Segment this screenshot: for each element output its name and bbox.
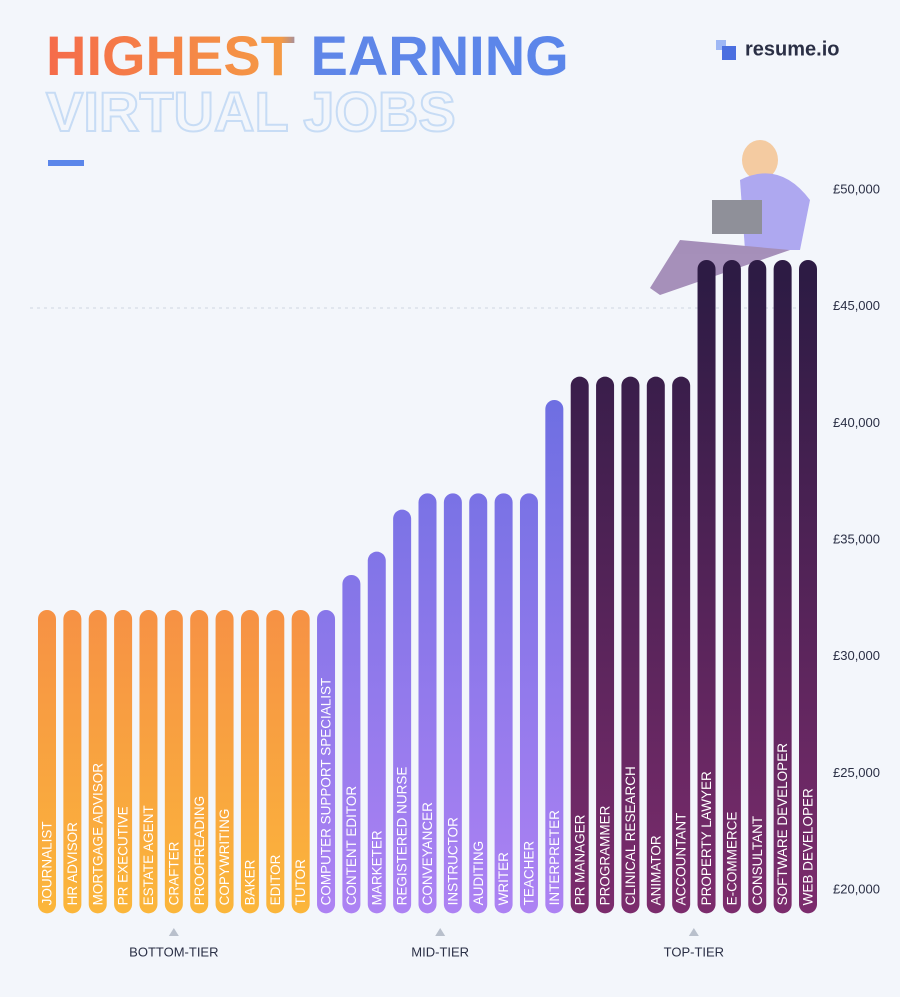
- bar-label: EDITOR: [268, 854, 283, 905]
- bar: [342, 575, 361, 914]
- subtitle: VIRTUAL JOBS: [46, 80, 456, 143]
- bar-label: JOURNALIST: [40, 821, 55, 905]
- bar-label: INSTRUCTOR: [445, 817, 460, 906]
- bar-label: CONSULTANT: [750, 816, 765, 906]
- bar: [240, 610, 259, 914]
- title: HIGHEST EARNING: [46, 24, 569, 87]
- bar-label: WRITER: [496, 852, 511, 905]
- logo-square: [716, 40, 726, 50]
- bar: [672, 376, 691, 914]
- bar: [646, 376, 665, 914]
- tier-marker: [168, 928, 179, 936]
- bar: [748, 260, 767, 914]
- bar: [164, 610, 183, 914]
- bar: [443, 493, 462, 914]
- y-tick-label: £20,000: [833, 881, 880, 896]
- y-tick-label: £50,000: [833, 181, 880, 196]
- y-tick-label: £25,000: [833, 765, 880, 780]
- bar: [469, 493, 488, 914]
- bar: [773, 260, 792, 914]
- y-tick-label: £45,000: [833, 298, 880, 313]
- tier-marker: [435, 928, 446, 936]
- bar-label: E-COMMERCE: [724, 812, 739, 906]
- bar-label: CLINICAL RESEARCH: [623, 766, 638, 905]
- person-legs: [650, 240, 790, 295]
- bar-label: ACCOUNTANT: [674, 813, 689, 906]
- bar: [545, 400, 564, 914]
- bar-label: COPYWRITING: [217, 809, 232, 906]
- bar-label: ESTATE AGENT: [141, 805, 156, 905]
- bar-label: MORTGAGE ADVISOR: [90, 763, 105, 906]
- bar-label: REGISTERED NURSE: [395, 767, 410, 906]
- bar-label: TEACHER: [522, 841, 537, 906]
- bar-label: COMPUTER SUPPORT SPECIALIST: [319, 678, 334, 906]
- bar-label: SOFTWARE DEVELOPER: [775, 743, 790, 906]
- bar-label: PR MANAGER: [572, 814, 587, 905]
- bar: [88, 610, 107, 914]
- bar-label: PROGRAMMER: [598, 805, 613, 905]
- bar: [266, 610, 285, 914]
- tier-label: MID-TIER: [411, 944, 469, 959]
- bar: [519, 493, 538, 914]
- bar-label: AUDITING: [471, 841, 486, 906]
- bar: [215, 610, 234, 914]
- bar: [596, 376, 615, 914]
- accent-bar: [48, 160, 84, 166]
- bar-label: INTERPRETER: [547, 810, 562, 906]
- bar-label: ANIMATOR: [648, 835, 663, 905]
- bar: [317, 610, 336, 914]
- person-head: [742, 140, 778, 180]
- bar-label: TUTOR: [293, 859, 308, 905]
- bar-label: BAKER: [242, 859, 257, 905]
- tier-label: TOP-TIER: [664, 944, 724, 959]
- bar: [114, 610, 133, 914]
- y-tick-label: £40,000: [833, 415, 880, 430]
- bar-label: HR ADVISOR: [65, 822, 80, 906]
- bar: [190, 610, 209, 914]
- bar: [38, 610, 56, 914]
- bar: [393, 509, 412, 914]
- bar: [722, 260, 741, 914]
- bar-label: PROPERTY LAWYER: [699, 771, 714, 905]
- bar-label: MARKETER: [369, 830, 384, 905]
- brand-logo: resume.io: [716, 38, 839, 60]
- laptop: [712, 200, 762, 234]
- tier-label: BOTTOM-TIER: [129, 944, 218, 959]
- bar: [418, 493, 437, 914]
- illustration: [650, 140, 810, 295]
- bar: [139, 610, 158, 914]
- bar: [570, 376, 589, 914]
- bar: [799, 260, 817, 914]
- bar: [63, 610, 82, 914]
- bar: [621, 376, 640, 914]
- logo-square: [722, 46, 736, 60]
- bar-label: WEB DEVELOPER: [801, 788, 816, 905]
- bar-label: PROOFREADING: [192, 796, 207, 906]
- bar: [494, 493, 513, 914]
- bar: [697, 260, 716, 914]
- bar: [367, 551, 386, 914]
- brand-name: resume.io: [745, 38, 839, 60]
- y-tick-label: £35,000: [833, 531, 880, 546]
- y-tick-label: £30,000: [833, 648, 880, 663]
- bar-label: CONTENT EDITOR: [344, 786, 359, 906]
- tier-marker: [688, 928, 699, 936]
- bar: [291, 610, 310, 914]
- bar-label: CRAFTER: [166, 841, 181, 905]
- bar-label: CONVEYANCER: [420, 802, 435, 906]
- bar-label: PR EXECUTIVE: [116, 806, 131, 905]
